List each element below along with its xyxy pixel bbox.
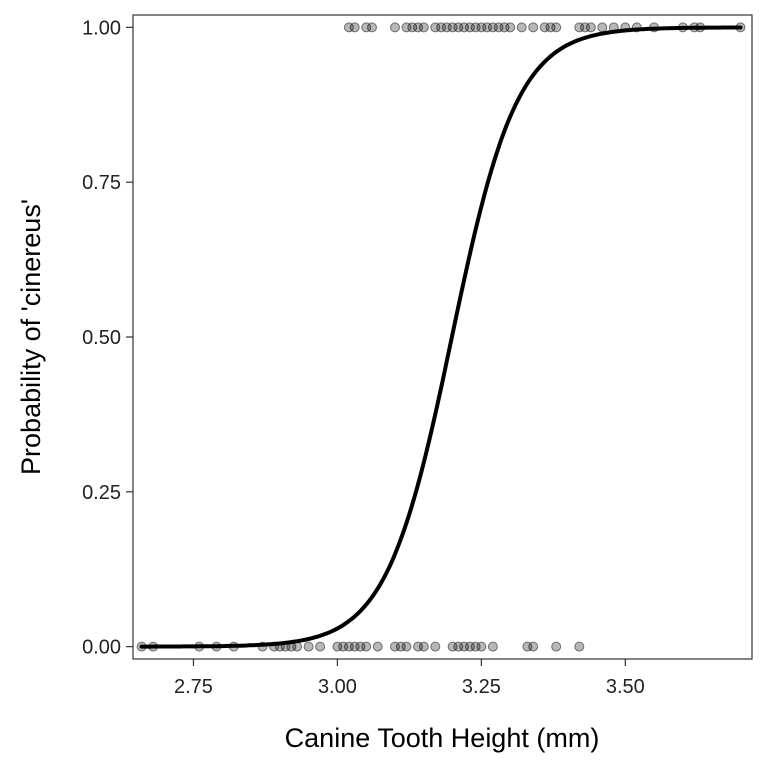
data-point: [430, 641, 441, 652]
data-point: [349, 641, 360, 652]
data-point: [545, 22, 556, 33]
data-point: [597, 22, 608, 33]
plot-panel: [132, 14, 753, 660]
data-point: [395, 641, 406, 652]
data-point: [574, 641, 585, 652]
data-point: [505, 22, 516, 33]
data-point: [418, 641, 429, 652]
data-point: [551, 641, 562, 652]
data-point: [528, 22, 539, 33]
data-point: [447, 641, 458, 652]
data-point: [528, 641, 539, 652]
data-point: [487, 641, 498, 652]
x-tick-label: 3.50: [606, 676, 645, 698]
y-tick-label: 0.00: [82, 637, 121, 659]
data-point: [338, 641, 349, 652]
data-point: [476, 641, 487, 652]
y-axis-title: Probability of 'cinereus': [16, 199, 46, 475]
x-tick-label: 2.75: [174, 676, 213, 698]
logistic-fit-curve: [139, 25, 743, 649]
y-tick-label: 1.00: [82, 17, 121, 39]
data-point: [464, 22, 475, 33]
data-point: [361, 641, 372, 652]
x-axis: 2.75 3.00 3.25 3.50: [174, 659, 645, 698]
data-point: [407, 22, 418, 33]
data-point: [476, 22, 487, 33]
data-point: [574, 22, 585, 33]
data-point: [516, 22, 527, 33]
y-tick-label: 0.75: [82, 172, 121, 194]
data-point: [303, 641, 314, 652]
data-point: [447, 22, 458, 33]
data-point: [487, 22, 498, 33]
y-tick-label: 0.50: [82, 327, 121, 349]
x-tick-label: 3.00: [318, 676, 357, 698]
data-point: [315, 641, 326, 652]
y-tick-label: 0.25: [82, 482, 121, 504]
y-axis: 0.00 0.25 0.50 0.75 1.00: [82, 17, 133, 659]
data-point: [464, 641, 475, 652]
x-axis-title: Canine Tooth Height (mm): [285, 723, 600, 753]
data-point: [551, 22, 562, 33]
data-point: [372, 641, 383, 652]
data-point: [401, 641, 412, 652]
data-point: [436, 22, 447, 33]
data-point: [349, 22, 360, 33]
data-point: [367, 22, 377, 33]
data-point: [585, 22, 596, 33]
data-point: [390, 22, 400, 33]
x-tick-label: 3.25: [462, 676, 501, 698]
data-point: [418, 22, 429, 33]
